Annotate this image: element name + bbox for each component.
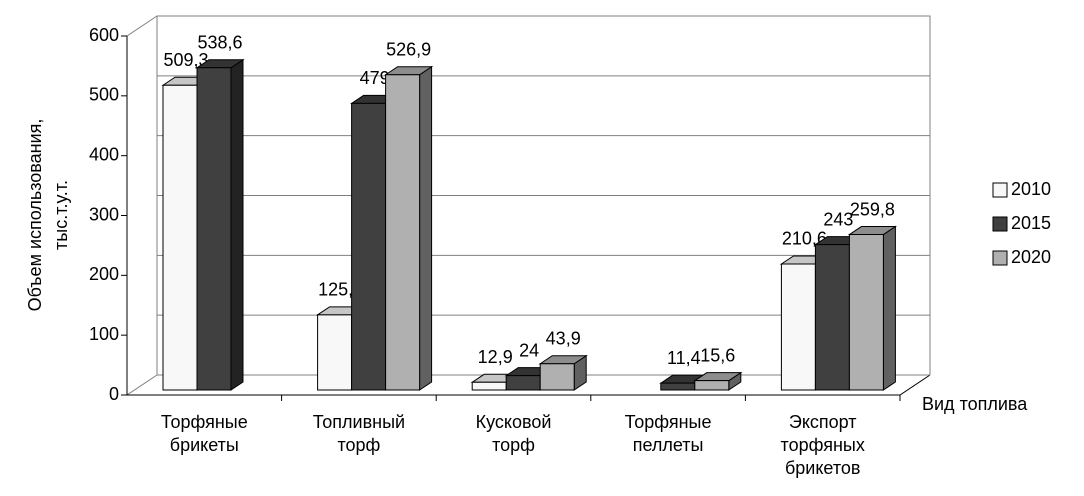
y-axis-title: Объем использования, (25, 119, 45, 312)
value-label: 509,3 (163, 50, 208, 70)
legend-label: 2010 (1011, 179, 1051, 199)
x-tick-label: Торфяные (161, 412, 248, 432)
y-tick-label: 600 (89, 25, 119, 45)
bar-face (317, 314, 353, 391)
value-label: 43,9 (546, 328, 581, 348)
legend-swatch (992, 182, 1008, 198)
y-tick-label: 400 (89, 144, 119, 164)
value-label: 538,6 (197, 32, 242, 52)
value-label: 15,6 (700, 345, 735, 365)
bar-face (882, 225, 896, 391)
x-tick-label: торфяных (781, 435, 865, 455)
value-label: 259,8 (850, 199, 895, 219)
bar-face (419, 65, 433, 391)
bar-face (539, 363, 575, 391)
x-tick-label: торф (492, 435, 535, 455)
value-label: 210,6 (782, 229, 827, 249)
y-tick-label: 200 (89, 264, 119, 284)
x-axis-title: Вид топлива (922, 394, 1028, 414)
bar-face (351, 102, 387, 391)
bar-face (162, 84, 198, 391)
bar (847, 225, 898, 391)
bar-face (471, 381, 507, 391)
bar (195, 58, 245, 391)
x-tick-label: пеллеты (633, 435, 704, 455)
value-label: 12,9 (478, 347, 513, 367)
bar-face (385, 74, 421, 391)
legend-swatch (992, 216, 1008, 232)
y-axis-title: тыс.т.у.т. (51, 180, 71, 250)
x-tick-label: торф (337, 435, 380, 455)
bar (693, 371, 743, 391)
value-label: 479 (360, 68, 390, 88)
value-label: 11,4 (667, 348, 701, 368)
bar-face (848, 234, 884, 391)
bar-face (196, 67, 232, 391)
value-label: 24 (519, 340, 539, 360)
bar-face (814, 244, 850, 391)
x-tick-label: Топливный (313, 412, 405, 432)
bar-face (230, 58, 244, 391)
bar (538, 354, 588, 391)
legend-label: 2020 (1011, 247, 1051, 267)
side-wall (126, 15, 158, 396)
x-tick-label: Кусковой (476, 412, 552, 432)
bar (383, 65, 434, 391)
x-tick-label: брикеты (170, 435, 239, 455)
x-tick-label: Торфяные (625, 412, 712, 432)
bar-face (780, 263, 816, 391)
value-label: 526,9 (386, 39, 431, 59)
bar-face (660, 382, 696, 391)
bar-face (505, 375, 541, 391)
legend-label: 2015 (1011, 213, 1051, 233)
x-tick-label: брикетов (785, 458, 860, 478)
value-label: 243 (823, 209, 853, 229)
bar-face (694, 380, 730, 391)
y-tick-label: 100 (89, 324, 119, 344)
legend-swatch (992, 250, 1008, 266)
y-tick-label: 300 (89, 204, 119, 224)
y-tick-label: 500 (89, 85, 119, 105)
y-tick-label: 0 (109, 384, 119, 404)
x-tick-label: Экспорт (789, 412, 857, 432)
